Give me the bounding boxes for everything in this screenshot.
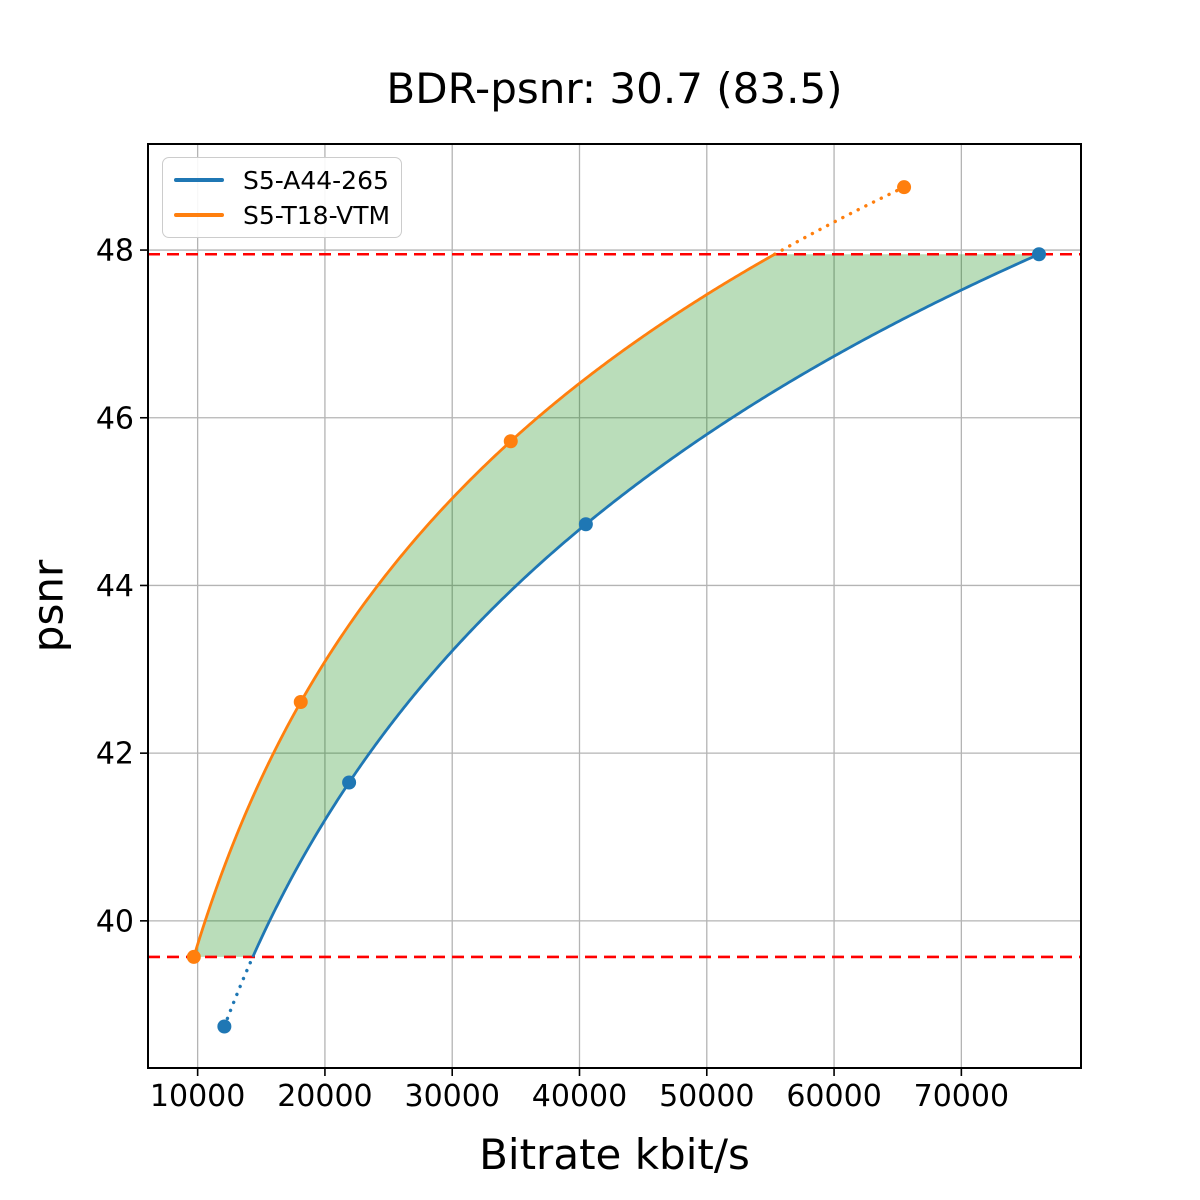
data-point-marker [578, 517, 593, 532]
tick-label: 48 [96, 234, 134, 269]
x-axis-label: Bitrate kbit/s [479, 1130, 750, 1179]
axis-ticks [140, 249, 963, 1076]
legend-line-swatch-icon [174, 178, 224, 182]
plot-border [147, 143, 1082, 1069]
legend-label: S5-T18-VTM [243, 200, 391, 230]
tick-label: 40 [96, 904, 134, 939]
tick-label: 42 [96, 737, 134, 772]
chart-title: BDR-psnr: 30.7 (83.5) [386, 64, 843, 113]
legend: S5-A44-265 S5-T18-VTM [162, 157, 402, 238]
tick-label: 50000 [659, 1079, 754, 1114]
series-curve-dotted [222, 955, 255, 1029]
data-point-marker [342, 775, 357, 790]
bd-overlap-fill [193, 254, 1039, 957]
data-point-marker [186, 949, 201, 964]
legend-item: S5-A44-265 [174, 168, 401, 193]
data-point-marker [503, 434, 518, 449]
data-point-marker [897, 180, 912, 195]
series-curve-solid [192, 253, 776, 958]
spines [147, 143, 1082, 1069]
grid-lines [148, 144, 1081, 1068]
legend-line-swatch-icon [174, 213, 224, 217]
tick-label: 46 [96, 401, 134, 436]
tick-label: 60000 [786, 1079, 881, 1114]
data-point-marker [217, 1019, 232, 1034]
tick-label: 30000 [404, 1079, 499, 1114]
data-point-marker [293, 695, 308, 710]
tick-label: 40000 [532, 1079, 627, 1114]
series-curve-solid [251, 252, 1040, 958]
tick-labels: 10000 20000 30000 40000 50000 60000 70000 40 42 4… [96, 234, 1009, 1114]
tick-label: 10000 [150, 1079, 245, 1114]
fill-region [193, 254, 1039, 957]
legend-label: S5-A44-265 [243, 165, 389, 195]
series-curves [192, 185, 1040, 1029]
tick-label: 70000 [914, 1079, 1009, 1114]
data-point-markers [186, 180, 1046, 1034]
reference-lines [148, 252, 1081, 959]
data-point-marker [1031, 247, 1046, 262]
tick-label: 44 [96, 569, 134, 604]
series-curve-dotted [772, 185, 906, 256]
tick-label: 20000 [277, 1079, 372, 1114]
legend-item: S5-T18-VTM [174, 203, 401, 228]
